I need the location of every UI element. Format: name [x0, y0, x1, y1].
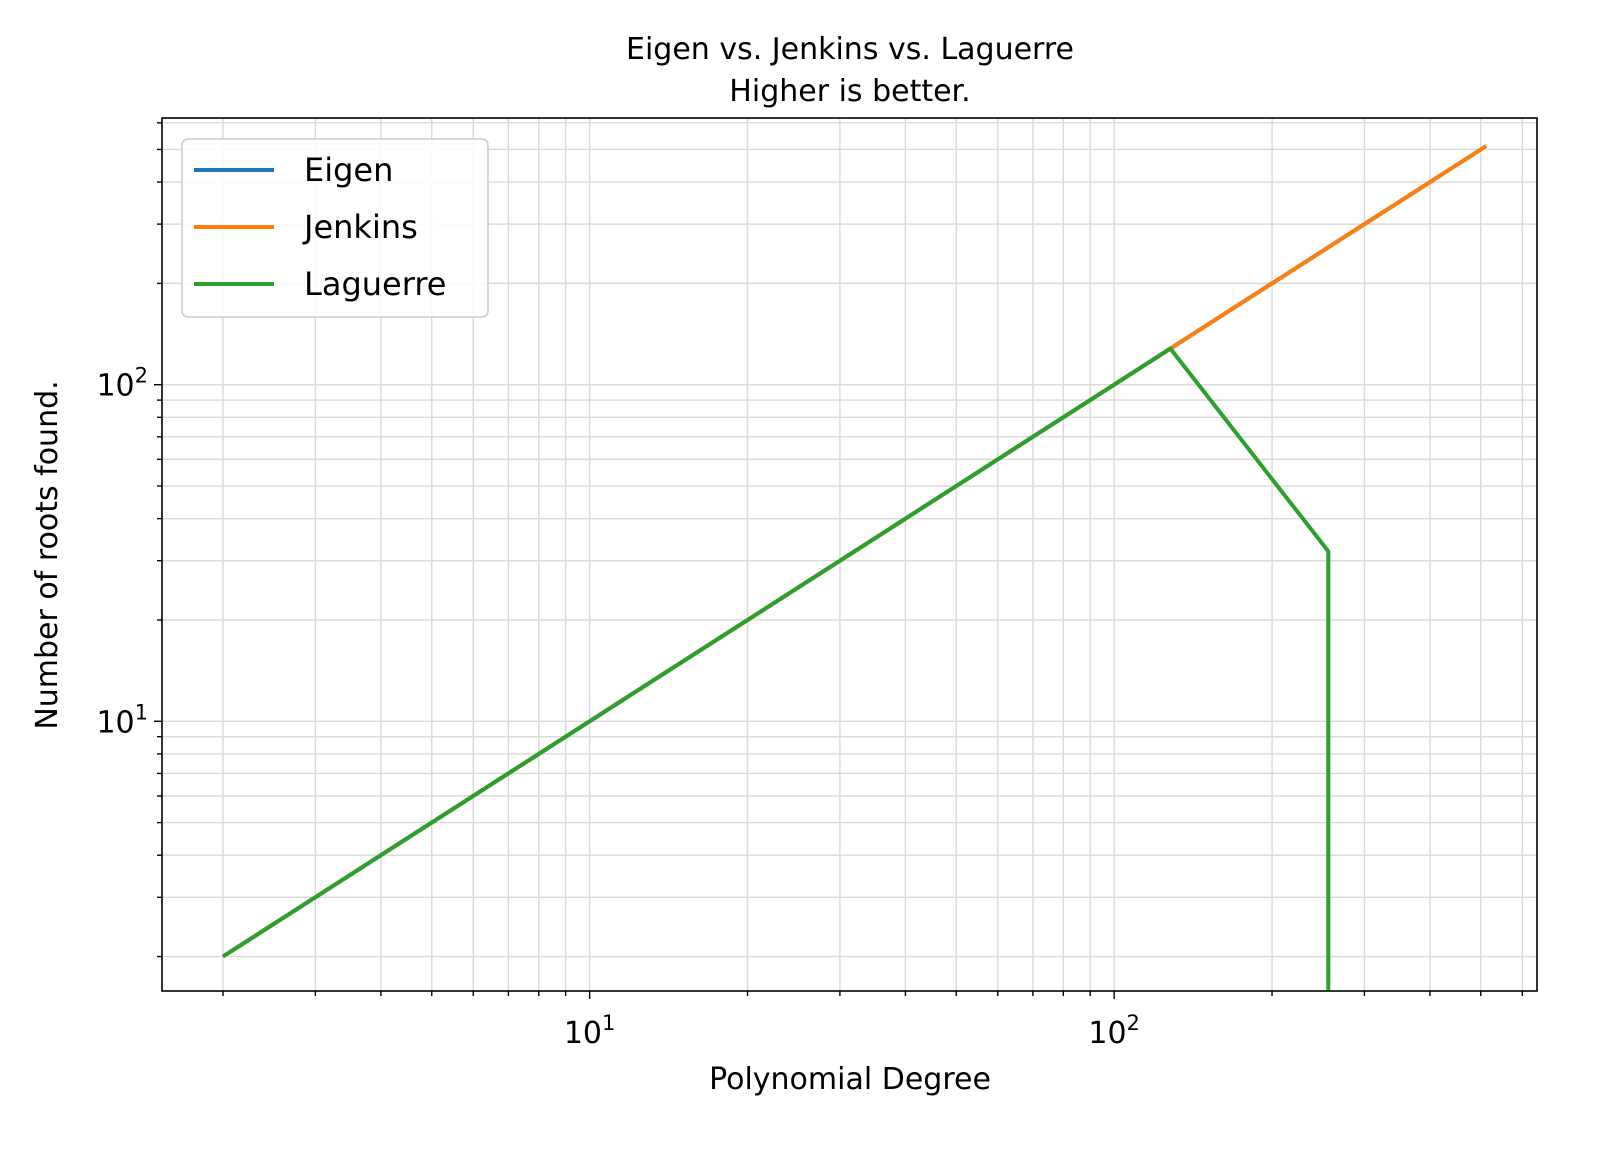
legend-label-eigen: Eigen	[304, 151, 393, 189]
series-line-laguerre	[221, 346, 1331, 991]
legend: Eigen Jenkins Laguerre	[181, 138, 489, 318]
x-tick-label: 102	[1088, 1011, 1140, 1051]
legend-items: Eigen Jenkins Laguerre	[194, 151, 446, 303]
plot-frame	[161, 117, 1538, 992]
series-lines	[221, 144, 1488, 991]
chart-title: Eigen vs. Jenkins vs. Laguerre	[626, 32, 1074, 67]
legend-box	[181, 138, 489, 318]
legend-label-laguerre: Laguerre	[304, 265, 446, 303]
x-tick-label: 101	[564, 1011, 616, 1051]
y-tick-label: 101	[96, 700, 148, 740]
y-axis-label: Number of roots found.	[30, 380, 65, 729]
legend-label-jenkins: Jenkins	[302, 208, 418, 246]
x-axis-label: Polynomial Degree	[709, 1062, 991, 1097]
ticks: 101 102 101 102	[96, 122, 1523, 1051]
y-tick-label: 102	[96, 364, 148, 404]
chart-subtitle: Higher is better.	[729, 74, 970, 109]
